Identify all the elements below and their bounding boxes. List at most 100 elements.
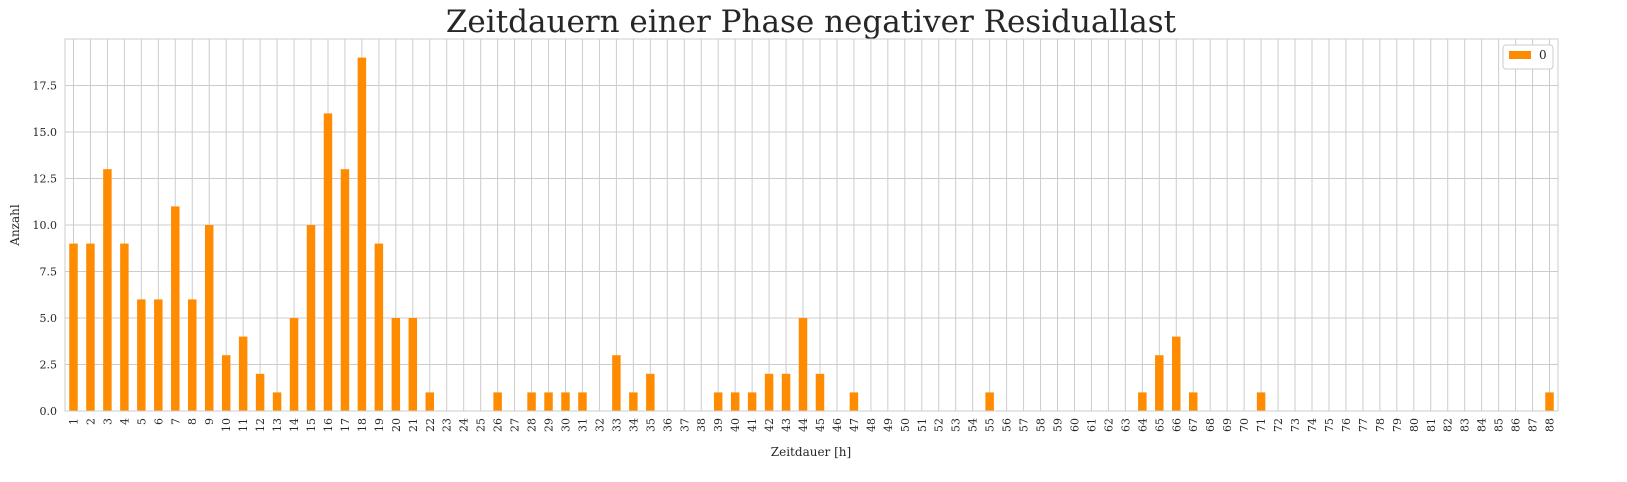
x-tick-label: 79 bbox=[1391, 418, 1404, 432]
plot-frame bbox=[64, 38, 1559, 412]
bar bbox=[425, 392, 435, 411]
x-tick-label: 69 bbox=[1221, 418, 1234, 432]
x-tick-label: 27 bbox=[509, 418, 522, 432]
x-tick-label: 38 bbox=[695, 418, 708, 432]
x-tick-label: 84 bbox=[1476, 418, 1489, 432]
x-tick-label: 8 bbox=[186, 418, 199, 425]
x-tick-label: 41 bbox=[746, 418, 759, 432]
bar bbox=[306, 225, 316, 411]
y-tick-label: 0.0 bbox=[40, 405, 58, 418]
bar bbox=[764, 373, 774, 411]
x-tick-label: 74 bbox=[1306, 418, 1319, 432]
y-tick-labels: 0.0 2.5 5.0 7.5 10.0 12.5 15.0 17.5 bbox=[33, 80, 58, 419]
bar bbox=[86, 243, 95, 411]
x-tick-label: 12 bbox=[254, 418, 267, 432]
x-tick-label: 31 bbox=[576, 418, 589, 432]
x-tick-label: 78 bbox=[1374, 418, 1387, 432]
bar bbox=[544, 392, 553, 411]
x-tick-label: 17 bbox=[339, 418, 352, 432]
bar bbox=[374, 243, 384, 411]
x-tick-label: 16 bbox=[322, 418, 335, 432]
bar bbox=[612, 355, 621, 411]
bar bbox=[1256, 392, 1266, 411]
bar bbox=[238, 336, 248, 411]
y-axis-label: Anzahl bbox=[8, 204, 22, 247]
x-tick-label: 63 bbox=[1119, 418, 1132, 432]
bar bbox=[154, 299, 163, 411]
y-tick-label: 17.5 bbox=[33, 80, 58, 93]
x-tick-label: 67 bbox=[1187, 418, 1200, 432]
x-tick-label: 66 bbox=[1170, 418, 1183, 432]
x-tick-label: 58 bbox=[1035, 418, 1048, 432]
bar bbox=[985, 392, 994, 411]
bar bbox=[323, 113, 333, 412]
bar bbox=[561, 392, 570, 411]
x-tick-label: 43 bbox=[780, 418, 793, 432]
x-tick-label: 62 bbox=[1102, 418, 1115, 432]
x-tick-label: 53 bbox=[950, 418, 963, 432]
legend: 0 bbox=[1502, 44, 1554, 70]
x-tick-label: 70 bbox=[1238, 418, 1251, 432]
chart-title: Zeitdauern einer Phase negativer Residua… bbox=[446, 4, 1177, 40]
y-tick-label: 12.5 bbox=[33, 173, 58, 186]
x-tick-label: 7 bbox=[169, 418, 182, 425]
x-tick-label: 23 bbox=[441, 418, 454, 432]
bar bbox=[357, 57, 367, 411]
x-tick-label: 72 bbox=[1272, 418, 1285, 432]
x-tick-label: 73 bbox=[1289, 418, 1302, 432]
x-tick-label: 71 bbox=[1255, 418, 1268, 432]
x-tick-label: 37 bbox=[678, 418, 691, 432]
x-tick-label: 57 bbox=[1018, 418, 1031, 432]
x-tick-label: 51 bbox=[916, 418, 929, 432]
x-tick-label: 20 bbox=[390, 418, 403, 432]
x-tick-label: 28 bbox=[526, 418, 539, 432]
x-tick-label: 21 bbox=[407, 418, 420, 432]
bar bbox=[272, 392, 282, 411]
x-tick-label: 44 bbox=[797, 418, 810, 432]
bar bbox=[408, 318, 418, 411]
y-tick-label: 15.0 bbox=[33, 126, 58, 139]
bar bbox=[578, 392, 587, 411]
x-tick-label: 75 bbox=[1323, 418, 1336, 432]
x-axis-label: Zeitdauer [h] bbox=[771, 445, 851, 459]
x-tick-label: 76 bbox=[1340, 418, 1353, 432]
x-tick-labels: 1 2 3 4 5 6 7 8 9 10 11 12 13 14 15 16 17 18 19 20 21 22 23 24 2… bbox=[67, 418, 1556, 432]
x-tick-label: 6 bbox=[152, 418, 165, 425]
bar bbox=[493, 392, 502, 411]
x-tick-label: 81 bbox=[1425, 418, 1438, 432]
x-tick-label: 56 bbox=[1001, 418, 1014, 432]
x-tick-label: 30 bbox=[559, 418, 572, 432]
bar bbox=[747, 392, 757, 411]
bar bbox=[340, 169, 350, 411]
x-tick-label: 26 bbox=[492, 418, 505, 432]
bar bbox=[103, 169, 112, 411]
x-tick-label: 36 bbox=[661, 418, 674, 432]
bar bbox=[255, 373, 265, 411]
bar bbox=[1188, 392, 1198, 411]
x-tick-label: 13 bbox=[271, 418, 284, 432]
x-tick-label: 82 bbox=[1442, 418, 1455, 432]
x-tick-label: 83 bbox=[1459, 418, 1472, 432]
x-tick-label: 3 bbox=[101, 418, 114, 425]
bar bbox=[69, 243, 78, 411]
x-tick-label: 59 bbox=[1052, 418, 1065, 432]
x-tick-label: 77 bbox=[1357, 418, 1370, 432]
x-tick-label: 35 bbox=[644, 418, 657, 432]
x-tick-label: 33 bbox=[610, 418, 623, 432]
x-tick-label: 29 bbox=[543, 418, 556, 432]
x-tick-label: 54 bbox=[967, 418, 980, 432]
x-tick-label: 61 bbox=[1085, 418, 1098, 432]
x-tick-label: 49 bbox=[882, 418, 895, 432]
x-tick-label: 15 bbox=[305, 418, 318, 432]
x-tick-label: 22 bbox=[424, 418, 437, 432]
x-tick-label: 5 bbox=[135, 418, 148, 425]
bar bbox=[527, 392, 536, 411]
x-tick-label: 85 bbox=[1493, 418, 1506, 432]
y-tick-label: 2.5 bbox=[40, 359, 58, 372]
bar bbox=[221, 355, 231, 411]
x-tick-label: 24 bbox=[458, 418, 471, 432]
bar bbox=[391, 318, 401, 411]
x-tick-label: 9 bbox=[203, 418, 216, 425]
y-tick-label: 5.0 bbox=[40, 312, 58, 325]
